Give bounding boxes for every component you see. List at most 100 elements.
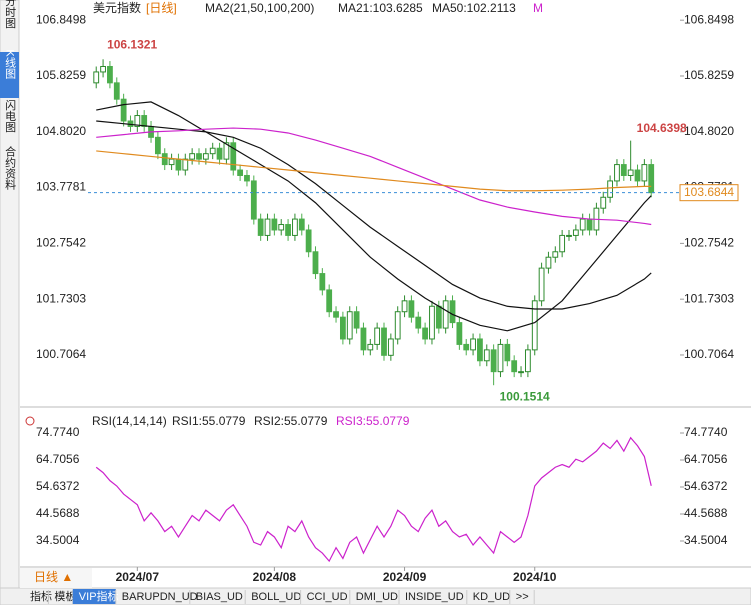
candle-body [456, 322, 463, 345]
candle-body [470, 338, 476, 351]
x-tick-label: 2024/08 [253, 570, 297, 584]
y-tick-label-left: 105.8259 [36, 68, 86, 82]
tab[interactable]: KD_UD [473, 591, 510, 603]
sidebar-tab[interactable]: 闪电图 [4, 98, 17, 133]
candle-body [387, 338, 394, 356]
candle-body [93, 71, 100, 84]
tab-bar [0, 587, 751, 605]
candle-body [477, 338, 483, 362]
tab[interactable]: CCI_UD [307, 591, 348, 603]
y-tick-label-left: 34.5004 [36, 533, 80, 547]
y-tick-label-left: 104.8020 [36, 124, 86, 138]
candle-body [394, 311, 401, 340]
rsi-params: RSI(14,14,14) [92, 414, 167, 428]
candle-body [538, 267, 545, 302]
tab[interactable]: 模板 [54, 589, 76, 603]
tab[interactable]: 指标 [30, 589, 52, 603]
candle-body [442, 300, 449, 329]
candle-body [141, 115, 148, 127]
sidebar-tab[interactable]: 分时图 [4, 0, 17, 29]
candle-body [559, 234, 566, 253]
candle-body [614, 164, 620, 182]
candle-body [415, 316, 422, 329]
ma-line [96, 101, 652, 332]
candle-body [360, 327, 367, 351]
candle-body [202, 153, 209, 160]
candle-body [292, 218, 298, 236]
candle-body [113, 82, 120, 100]
ma-line [96, 127, 652, 226]
x-tick-label: 2024/07 [116, 570, 160, 584]
candle-body [374, 327, 381, 345]
candle-body [497, 343, 504, 373]
y-tick-label-left: 100.7064 [36, 347, 86, 361]
candle-body [257, 218, 264, 236]
candle-body [285, 224, 291, 236]
candle-body [182, 158, 189, 171]
y-tick-label-left: 103.7781 [36, 180, 86, 194]
candle-body [250, 180, 257, 220]
rsi2: RSI2:55.0779 [254, 414, 328, 428]
ma50-value: MA50:102.2113 [432, 1, 516, 15]
candle-body [648, 164, 655, 194]
candle-body [326, 289, 333, 313]
candle-body [518, 371, 524, 374]
period-button[interactable]: 日线 ▲ [34, 570, 73, 584]
candle-body [154, 136, 161, 155]
candle-body [120, 98, 127, 122]
candle-body [100, 65, 106, 73]
y-tick-label-left: 101.7303 [36, 291, 86, 305]
x-tick-label: 2024/10 [513, 570, 557, 584]
candle-body [600, 196, 607, 209]
ma-params[interactable]: MA2(21,50,100,200) [205, 1, 314, 15]
symbol-name: 美元指数 [93, 0, 141, 15]
candle-body [463, 343, 470, 351]
y-tick-label-left: 106.8498 [36, 12, 86, 26]
candle-body [161, 153, 168, 166]
candle-body [579, 218, 586, 231]
candle-body [607, 180, 614, 198]
tab[interactable]: BARUPDN_UD [122, 591, 198, 603]
candle-body [572, 229, 579, 236]
candle-body [620, 164, 627, 176]
x-tick-label: 2024/09 [383, 570, 427, 584]
candle-body [107, 65, 113, 84]
ma21-value: MA21:103.6285 [338, 1, 423, 15]
y-tick-label-right: 44.5688 [684, 506, 728, 520]
candle-body [367, 343, 374, 351]
y-tick-label-right: 102.7542 [684, 236, 734, 250]
sidebar-tab[interactable]: 合约资料 [4, 145, 17, 191]
candle-body [339, 316, 346, 340]
tab[interactable]: VIP指标 [79, 589, 119, 603]
y-tick-label-left: 74.7740 [36, 425, 80, 439]
period-tag: [日线] [146, 1, 177, 15]
candle-body [230, 142, 237, 171]
tab[interactable]: DMI_UD [356, 591, 398, 603]
rsi1: RSI1:55.0779 [172, 414, 246, 428]
candle-body [490, 349, 497, 373]
tab[interactable]: INSIDE_UD [405, 591, 464, 603]
candle-body [429, 305, 435, 340]
tab[interactable]: >> [516, 591, 529, 603]
y-tick-label-right: 105.8259 [684, 68, 734, 82]
tab[interactable]: BOLL_UD [251, 591, 301, 603]
ma-line [96, 150, 652, 192]
candle-body [168, 158, 175, 166]
candle-body [189, 153, 196, 160]
candle-body [298, 218, 305, 231]
rsi-icon[interactable] [25, 416, 35, 426]
rsi-line [95, 436, 652, 563]
sidebar-tab[interactable]: K线图 [4, 49, 17, 79]
candle-body [422, 327, 429, 340]
tab[interactable]: BIAS_UD [196, 591, 243, 603]
y-tick-label-right: 101.7303 [684, 291, 734, 305]
y-tick-label-right: 54.6372 [684, 479, 728, 493]
y-tick-label-right: 34.5004 [684, 533, 728, 547]
low-label: 100.1514 [500, 389, 550, 403]
candle-body [511, 360, 518, 373]
peak-label: 104.6398 [637, 121, 687, 135]
candle-body [223, 142, 230, 160]
candle-body [209, 147, 216, 155]
candle-body [216, 147, 223, 160]
